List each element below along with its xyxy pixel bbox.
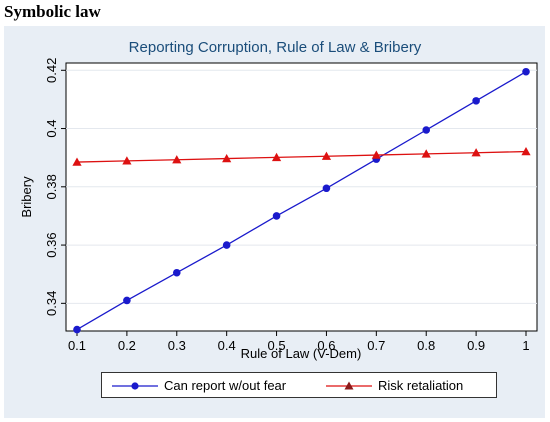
y-tick-label: 0.42 — [44, 58, 59, 83]
data-point — [72, 157, 82, 166]
x-tick-label: 0.8 — [417, 338, 435, 353]
data-point — [123, 296, 131, 305]
data-point — [172, 155, 182, 164]
data-point — [522, 67, 530, 76]
series-2 — [72, 146, 531, 166]
plot-area — [65, 62, 538, 332]
data-point — [73, 325, 81, 334]
y-tick-label: 0.36 — [44, 232, 59, 257]
data-point — [122, 156, 132, 165]
x-tick-label: 0.1 — [68, 338, 86, 353]
x-tick-label: 0.5 — [268, 338, 286, 353]
page-heading: Symbolic law — [4, 2, 101, 21]
series-1 — [73, 67, 530, 334]
legend-label: Can report w/out fear — [164, 378, 287, 393]
legend-swatch-triangle-icon — [326, 381, 372, 390]
x-tick-label: 0.4 — [218, 338, 236, 353]
data-point — [172, 268, 181, 277]
series-line — [76, 71, 527, 331]
data-point — [321, 151, 332, 160]
chart-title: Reporting Corruption, Rule of Law & Brib… — [129, 39, 422, 56]
data-point — [472, 97, 480, 105]
series-line — [76, 150, 527, 163]
x-tick-label: 0.2 — [118, 338, 136, 353]
legend-item-series-1: Can report w/out fear — [110, 377, 300, 395]
grid-lines — [66, 69, 537, 304]
chart-legend: Can report w/out fear Risk retaliation — [101, 372, 497, 398]
data-point — [471, 148, 481, 157]
data-point — [272, 212, 281, 220]
data-point — [521, 146, 531, 156]
data-point — [222, 241, 231, 249]
data-point — [322, 184, 331, 193]
x-axis-ticks: 0.1 0.2 0.3 0.4 0.5 0.6 0.7 0.8 0.9 1 — [68, 331, 530, 353]
data-point — [422, 126, 431, 134]
y-tick-label: 0.4 — [44, 120, 59, 138]
series-layer — [72, 67, 531, 334]
x-tick-label: 1 — [522, 338, 529, 353]
data-point — [271, 152, 282, 162]
y-axis-ticks: 0.34 0.36 0.38 0.4 0.42 — [44, 58, 66, 316]
y-axis-label: Bribery — [19, 176, 34, 218]
data-point — [371, 150, 381, 159]
legend-item-series-2: Risk retaliation — [324, 377, 494, 395]
x-tick-label: 0.3 — [168, 338, 186, 353]
x-tick-label: 0.6 — [317, 338, 335, 353]
legend-label: Risk retaliation — [378, 378, 464, 393]
y-tick-label: 0.34 — [44, 291, 59, 316]
data-point — [421, 149, 431, 158]
y-tick-label: 0.38 — [44, 174, 59, 199]
x-tick-label: 0.7 — [367, 338, 385, 353]
x-tick-label: 0.9 — [467, 338, 485, 353]
legend-swatch-circle-icon — [112, 382, 158, 390]
data-point — [222, 153, 232, 163]
x-axis-label: Rule of Law (V-Dem) — [241, 346, 362, 361]
